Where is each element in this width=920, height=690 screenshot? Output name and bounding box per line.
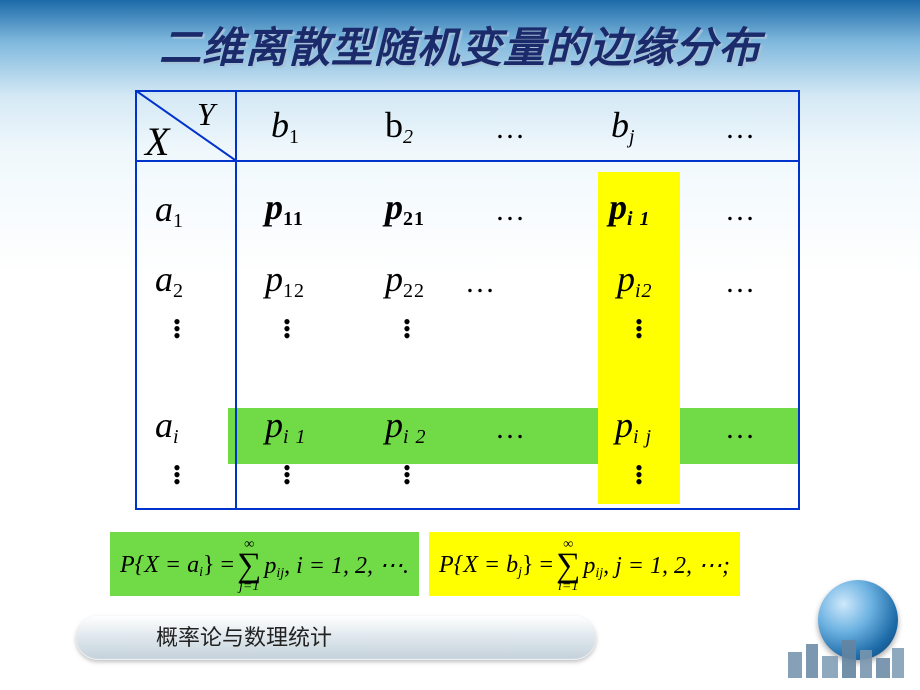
colj-vdots-2: ••• <box>629 464 649 485</box>
table-stub-rule <box>235 90 237 510</box>
formula-marginal-y: P{X = bj} = ∞ ∑ i=1 pij, j = 1, 2, ⋯; <box>429 532 740 596</box>
header-b2: b2 <box>385 104 414 149</box>
cell-pi2: pi2 <box>617 258 653 303</box>
globe-decoration <box>782 574 912 684</box>
header-bj: bj <box>611 104 636 149</box>
cell-r2-dots-2: … <box>725 266 757 300</box>
header-b1: b1 <box>271 104 300 149</box>
joint-distribution-table: Y X b1 b2 … bj … a1 a2 ••• ai ••• p11 p2… <box>135 90 800 510</box>
cell-p11: p11 <box>265 186 304 231</box>
stub-a1: a1 <box>155 188 184 233</box>
colj-vdots: ••• <box>629 318 649 339</box>
footer-pill: 概率论与数理统计 <box>76 616 596 660</box>
page-title: 二维离散型随机变量的边缘分布 <box>0 14 920 75</box>
skyline-icon <box>788 636 906 678</box>
cell-r2-dots: … <box>465 266 497 300</box>
stub-vdots-1: ••• <box>167 318 187 339</box>
cell-p22: p22 <box>385 258 425 303</box>
stub-a2: a2 <box>155 258 184 303</box>
formula-marginal-x: P{X = ai} = ∞ ∑ j=1 pij, i = 1, 2, ⋯. <box>110 532 419 596</box>
stub-vdots-2: ••• <box>167 464 187 485</box>
formula-bar: P{X = ai} = ∞ ∑ j=1 pij, i = 1, 2, ⋯. P{… <box>110 532 740 604</box>
cell-r1-dots: … <box>495 194 527 228</box>
cell-pi1: pi 1 <box>609 186 651 231</box>
cell-pi1b: pi 1 <box>265 404 307 449</box>
cell-pi2b: pi 2 <box>385 404 427 449</box>
cell-ri-dots-2: … <box>725 412 757 446</box>
cell-p12: p12 <box>265 258 305 303</box>
cell-r1-dots-2: … <box>725 194 757 228</box>
axis-label-x: X <box>145 118 169 165</box>
col1-vdots-2: ••• <box>277 464 297 485</box>
cell-pij: pi j <box>615 404 652 449</box>
col2-vdots: ••• <box>397 318 417 339</box>
stub-ai: ai <box>155 404 180 449</box>
cell-ri-dots: … <box>495 412 527 446</box>
col2-vdots-2: ••• <box>397 464 417 485</box>
col1-vdots: ••• <box>277 318 297 339</box>
cell-p21: p21 <box>385 186 425 231</box>
axis-label-y: Y <box>197 96 215 133</box>
header-dots-1: … <box>495 112 527 146</box>
header-dots-2: … <box>725 112 757 146</box>
